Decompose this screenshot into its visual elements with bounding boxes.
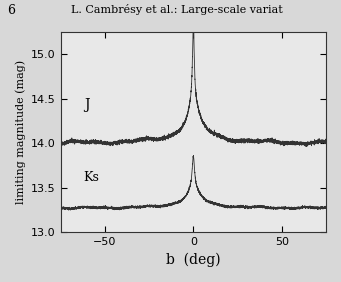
Text: Ks: Ks xyxy=(84,171,100,184)
Y-axis label: limiting magnitude (mag): limiting magnitude (mag) xyxy=(15,60,26,204)
Text: 6: 6 xyxy=(7,4,15,17)
X-axis label: b  (deg): b (deg) xyxy=(166,253,221,267)
Text: J: J xyxy=(84,98,89,112)
Text: L. Cambrésy et al.: Large-scale variat: L. Cambrésy et al.: Large-scale variat xyxy=(72,4,283,15)
